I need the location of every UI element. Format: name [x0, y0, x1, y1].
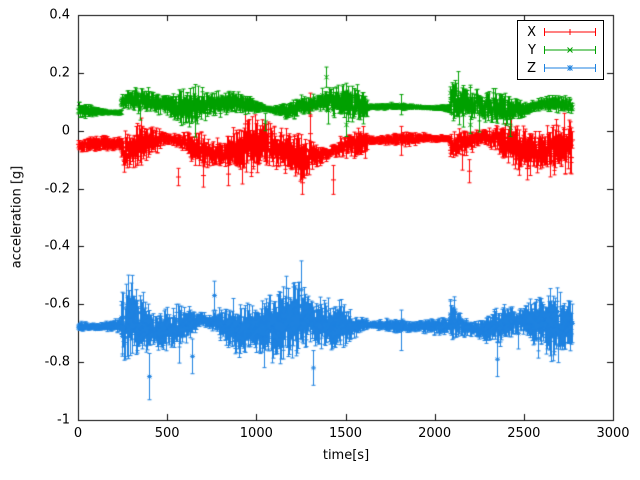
legend-item-z: Z [524, 60, 597, 76]
x-tick-label: 3000 [596, 426, 630, 441]
legend-sample-line-x [544, 28, 596, 36]
legend-sample-line-y [544, 46, 596, 54]
x-tick-label: 500 [154, 426, 180, 441]
x-tick-label: 1500 [328, 426, 363, 441]
y-axis-label: acceleration [g] [9, 165, 25, 269]
legend-label-y: Y [528, 42, 536, 58]
y-tick-label: 0.4 [49, 7, 70, 23]
y-tick-label: 0.2 [49, 65, 70, 81]
x-tick-label: 0 [73, 426, 83, 441]
y-tick-label: 0 [61, 123, 70, 139]
y-tick-label: -0.8 [44, 354, 70, 370]
y-tick-label: -0.6 [44, 296, 70, 312]
x-axis-label: time[s] [322, 448, 370, 463]
legend: X Y Z [517, 20, 604, 80]
y-tick-label: -1 [57, 412, 70, 428]
y-tick-label: -0.2 [44, 181, 70, 197]
legend-label-z: Z [527, 60, 536, 76]
x-tick-label: 1000 [239, 426, 273, 441]
x-tick-label: 2000 [418, 426, 452, 441]
legend-item-x: X [524, 24, 597, 40]
legend-item-y: Y [524, 42, 597, 58]
x-tick-label: 2500 [507, 426, 541, 441]
y-tick-label: -0.4 [44, 238, 70, 254]
legend-label-x: X [527, 24, 536, 40]
legend-sample-line-z [544, 64, 596, 72]
